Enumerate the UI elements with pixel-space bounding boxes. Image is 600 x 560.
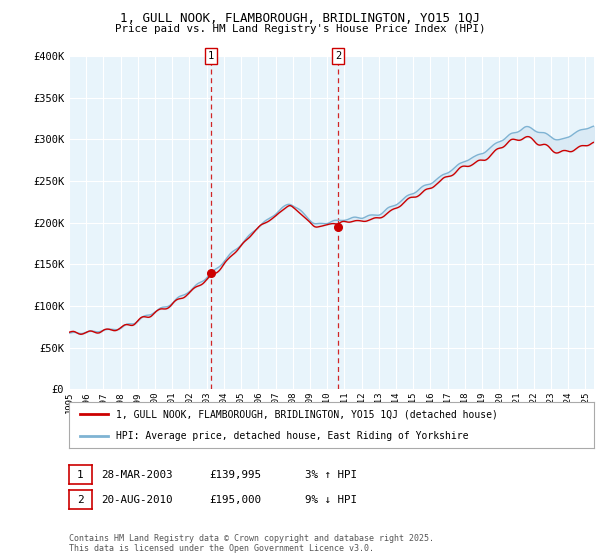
Text: Price paid vs. HM Land Registry's House Price Index (HPI): Price paid vs. HM Land Registry's House … [115, 24, 485, 34]
Text: £195,000: £195,000 [209, 494, 261, 505]
Text: Contains HM Land Registry data © Crown copyright and database right 2025.
This d: Contains HM Land Registry data © Crown c… [69, 534, 434, 553]
Text: 2: 2 [335, 51, 341, 61]
Text: 1: 1 [208, 51, 214, 61]
Text: 20-AUG-2010: 20-AUG-2010 [101, 494, 172, 505]
Text: 2: 2 [77, 494, 84, 505]
Text: 1, GULL NOOK, FLAMBOROUGH, BRIDLINGTON, YO15 1QJ: 1, GULL NOOK, FLAMBOROUGH, BRIDLINGTON, … [120, 12, 480, 25]
Text: 1, GULL NOOK, FLAMBOROUGH, BRIDLINGTON, YO15 1QJ (detached house): 1, GULL NOOK, FLAMBOROUGH, BRIDLINGTON, … [116, 409, 498, 419]
Text: 28-MAR-2003: 28-MAR-2003 [101, 470, 172, 480]
Text: 9% ↓ HPI: 9% ↓ HPI [305, 494, 357, 505]
Text: 1: 1 [77, 470, 84, 480]
Text: HPI: Average price, detached house, East Riding of Yorkshire: HPI: Average price, detached house, East… [116, 431, 469, 441]
Text: 3% ↑ HPI: 3% ↑ HPI [305, 470, 357, 480]
Text: £139,995: £139,995 [209, 470, 261, 480]
